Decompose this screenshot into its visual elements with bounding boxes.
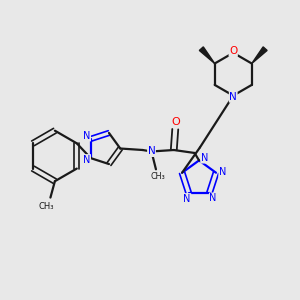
Polygon shape — [252, 47, 267, 64]
Polygon shape — [199, 47, 215, 64]
Text: N: N — [201, 153, 208, 163]
Text: N: N — [83, 154, 91, 165]
Text: CH₃: CH₃ — [39, 202, 54, 211]
Text: N: N — [219, 167, 226, 177]
Text: O: O — [229, 46, 237, 56]
Text: CH₃: CH₃ — [150, 172, 165, 181]
Text: N: N — [83, 131, 91, 141]
Text: N: N — [229, 92, 237, 102]
Text: N: N — [148, 146, 155, 157]
Text: N: N — [209, 193, 217, 203]
Text: O: O — [171, 117, 180, 127]
Text: N: N — [183, 194, 191, 204]
